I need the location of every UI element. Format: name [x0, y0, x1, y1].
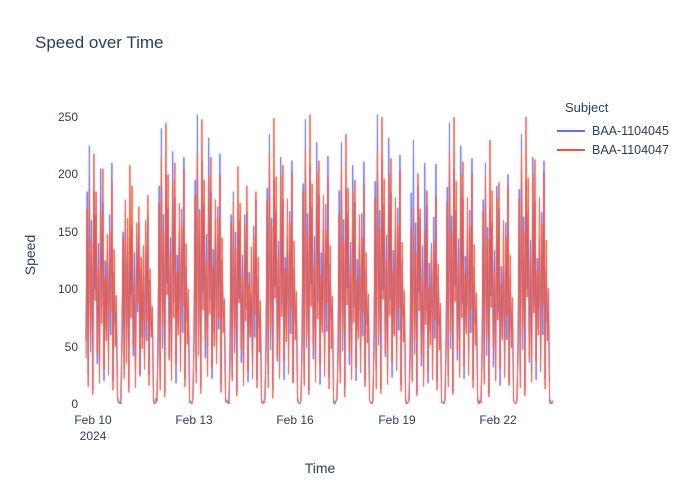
legend-item-baa-1104045[interactable]: BAA-1104045: [557, 121, 669, 140]
y-tick-50: 50: [64, 340, 78, 354]
x-axis-title: Time: [304, 460, 336, 476]
y-tick-150: 150: [57, 225, 78, 239]
x-tick-feb16: Feb 16: [276, 413, 314, 427]
y-tick-200: 200: [57, 167, 78, 181]
y-tick-0: 0: [71, 397, 78, 411]
line-chart-canvas[interactable]: [85, 106, 555, 404]
legend: Subject BAA-1104045 BAA-1104047: [557, 100, 669, 159]
x-tick-feb13: Feb 13: [175, 413, 213, 427]
x-tick-feb10: Feb 10: [74, 413, 112, 427]
legend-line-swatch-blue: [557, 129, 585, 132]
y-axis-title: Speed: [22, 234, 38, 276]
x-tick-year: 2024: [79, 429, 107, 443]
plot-area[interactable]: [85, 106, 555, 404]
legend-item-baa-1104047[interactable]: BAA-1104047: [557, 140, 669, 159]
legend-title: Subject: [565, 100, 609, 115]
legend-item-label: BAA-1104047: [592, 142, 669, 157]
chart-title: Speed over Time: [35, 33, 164, 52]
legend-item-label: BAA-1104045: [592, 123, 669, 138]
x-tick-feb22: Feb 22: [479, 413, 517, 427]
y-tick-250: 250: [57, 110, 78, 124]
legend-line-swatch-red: [557, 148, 585, 151]
x-tick-feb19: Feb 19: [378, 413, 416, 427]
y-tick-100: 100: [57, 282, 78, 296]
